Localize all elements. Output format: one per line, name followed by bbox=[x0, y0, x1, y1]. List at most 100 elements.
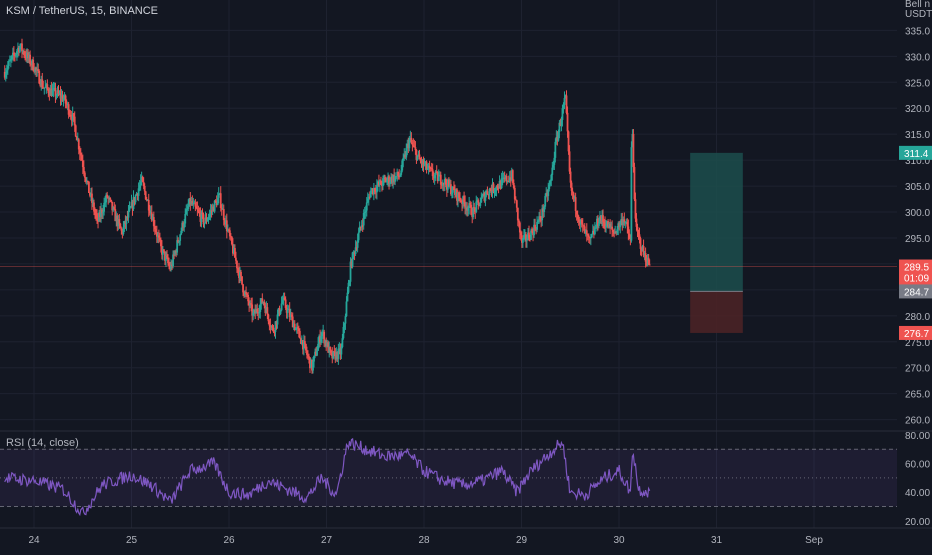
candle-body bbox=[230, 236, 233, 245]
candle-body bbox=[57, 90, 60, 94]
candle-body bbox=[155, 232, 158, 237]
candle-body bbox=[393, 175, 396, 182]
candle-body bbox=[102, 211, 105, 214]
candle-body bbox=[121, 230, 124, 234]
candle-body bbox=[287, 309, 290, 311]
candle-body bbox=[418, 154, 421, 160]
candle-body bbox=[183, 223, 186, 228]
candle-body bbox=[610, 226, 613, 228]
candle-body bbox=[101, 209, 103, 214]
candle-body bbox=[29, 54, 31, 65]
candle-body bbox=[353, 252, 356, 255]
candle-body bbox=[120, 228, 123, 231]
candle-body bbox=[37, 69, 40, 72]
candle-body bbox=[263, 301, 266, 306]
candle-body bbox=[531, 230, 533, 232]
candle-body bbox=[373, 188, 376, 192]
candle-body bbox=[410, 137, 413, 143]
candle-body bbox=[11, 52, 14, 56]
candle-body bbox=[153, 226, 156, 230]
candle-body bbox=[320, 336, 323, 343]
candle-body bbox=[226, 229, 229, 232]
candle-body bbox=[291, 316, 294, 328]
candle-body bbox=[394, 176, 397, 182]
candle-body bbox=[295, 327, 298, 329]
candle-body bbox=[270, 326, 273, 328]
candle-body bbox=[324, 340, 327, 344]
candle-body bbox=[71, 113, 74, 121]
candle-body bbox=[557, 131, 560, 141]
candle-body bbox=[312, 361, 314, 371]
candle-body bbox=[428, 165, 431, 168]
price-tick-label: 260.0 bbox=[905, 416, 930, 427]
candle-body bbox=[107, 197, 110, 199]
candle-body bbox=[63, 95, 66, 99]
candle-body bbox=[539, 216, 542, 220]
candle-body bbox=[609, 223, 612, 228]
candle-body bbox=[520, 235, 523, 243]
candle-body bbox=[352, 252, 355, 254]
candle-body bbox=[434, 171, 437, 176]
candle-body bbox=[638, 234, 641, 239]
candle-body bbox=[576, 214, 579, 220]
candle-body bbox=[213, 200, 216, 212]
candle-body bbox=[41, 79, 44, 88]
time-axis: 24 25 26 27 28 29 30 31 Sep bbox=[28, 535, 823, 546]
candle-body bbox=[632, 133, 635, 168]
candle-body bbox=[288, 309, 291, 318]
candle-body bbox=[559, 122, 562, 126]
candle-body bbox=[452, 186, 454, 193]
candle-body bbox=[492, 183, 495, 192]
candle-body bbox=[486, 191, 489, 195]
candle-body bbox=[256, 309, 259, 312]
candle-body bbox=[182, 222, 185, 228]
candle-body bbox=[53, 87, 56, 89]
candle-body bbox=[233, 248, 235, 254]
candle-body bbox=[105, 194, 108, 203]
candle-body bbox=[544, 196, 547, 207]
candle-body bbox=[646, 257, 649, 266]
candle-body bbox=[300, 340, 303, 344]
price-tick-label: 320.0 bbox=[905, 104, 930, 115]
target-badge: 311.4 bbox=[904, 149, 929, 160]
entry-badge-bg bbox=[899, 284, 932, 299]
candle-body bbox=[143, 186, 146, 192]
candle-body bbox=[481, 195, 484, 198]
candle-body bbox=[413, 145, 416, 148]
candle-body bbox=[218, 193, 221, 195]
candle-body bbox=[397, 171, 400, 177]
candle-body bbox=[508, 177, 511, 182]
candle-body bbox=[476, 200, 479, 202]
candle-body bbox=[533, 224, 535, 236]
candle-body bbox=[146, 199, 149, 201]
target-zone[interactable] bbox=[690, 152, 743, 292]
candle-body bbox=[540, 219, 543, 221]
candle-body bbox=[574, 197, 577, 211]
candle-body bbox=[469, 203, 472, 205]
candle-body bbox=[134, 195, 137, 203]
candle-body bbox=[500, 178, 503, 189]
candle-body bbox=[567, 131, 570, 152]
candle-body bbox=[171, 264, 173, 267]
candle-body bbox=[331, 352, 334, 359]
candle-body bbox=[600, 216, 602, 221]
candle-body bbox=[440, 184, 443, 186]
candle-body bbox=[421, 160, 424, 165]
stop-zone[interactable] bbox=[690, 291, 743, 333]
rsi-label[interactable]: RSI (14, close) bbox=[6, 437, 79, 449]
symbol-title[interactable]: KSM / TetherUS, 15, BINANCE bbox=[6, 5, 159, 17]
candle-body bbox=[237, 268, 239, 270]
candle-body bbox=[385, 179, 387, 183]
candle-body bbox=[69, 114, 72, 117]
price-unit[interactable]: Bell n USDT bbox=[905, 0, 932, 20]
candle-body bbox=[407, 143, 410, 149]
candle-body bbox=[425, 161, 428, 170]
entry-badge: 284.7 bbox=[904, 287, 929, 298]
candle-body bbox=[266, 307, 269, 315]
candle-body bbox=[268, 321, 271, 326]
price-tick-label: 305.0 bbox=[905, 182, 930, 193]
candle-body bbox=[582, 225, 585, 227]
candle-body bbox=[498, 180, 501, 189]
